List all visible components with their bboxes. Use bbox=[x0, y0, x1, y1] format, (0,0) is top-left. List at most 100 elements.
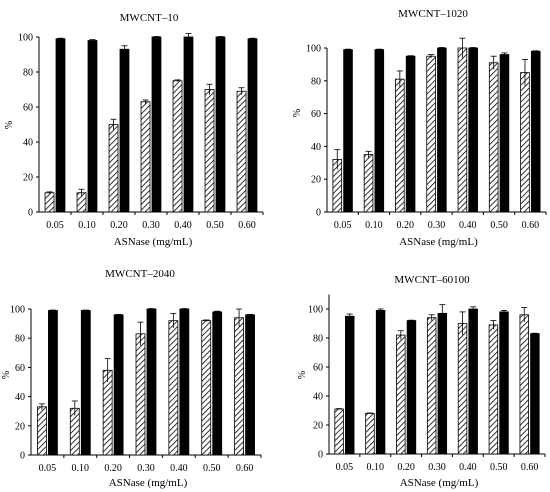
bar-solid bbox=[343, 49, 353, 213]
y-tick-label: 40 bbox=[15, 392, 25, 403]
bar-solid bbox=[247, 38, 258, 213]
x-tick-label: 0.30 bbox=[137, 463, 155, 474]
x-tick-label: 0.40 bbox=[170, 463, 188, 474]
bar-hatched bbox=[44, 192, 55, 213]
chart-panel: MWCNT–1020% ASNase (mg/mL) 0 20 40 60 80 100 0.0… bbox=[292, 8, 547, 248]
bar-hatched bbox=[201, 320, 212, 456]
x-tick-label: 0.20 bbox=[396, 220, 414, 231]
y-tick-label: 80 bbox=[15, 334, 25, 345]
bar-hatched bbox=[488, 324, 499, 455]
x-tick-label: 0.30 bbox=[142, 220, 160, 231]
bar-solid bbox=[499, 54, 510, 213]
x-tick-label: 0.60 bbox=[522, 220, 540, 231]
bar-solid bbox=[113, 314, 124, 456]
x-tick-label: 0.20 bbox=[110, 220, 128, 231]
y-tick-label: 0 bbox=[316, 208, 321, 219]
bar-solid bbox=[468, 47, 478, 213]
x-axis-label: ASNase (mg/mL) bbox=[400, 477, 479, 489]
y-tick-label: 0 bbox=[28, 208, 33, 219]
y-tick-label: 60 bbox=[311, 109, 321, 120]
bar-solid bbox=[245, 314, 255, 456]
y-tick-label: 60 bbox=[23, 103, 33, 114]
chart-title: MWCNT–60100 bbox=[394, 274, 470, 286]
bar-hatched bbox=[168, 320, 179, 456]
y-tick-label: 40 bbox=[311, 142, 321, 153]
bar-hatched bbox=[140, 101, 151, 213]
bar-hatched bbox=[334, 408, 344, 455]
x-tick-label: 0.50 bbox=[490, 462, 508, 473]
x-axis-label: ASNase (mg/mL) bbox=[109, 477, 188, 489]
chart-panel: MWCNT–10% ASNase (mg/mL) 0 20 40 60 80 100 0.05 0… bbox=[4, 12, 264, 248]
x-tick-label: 0.05 bbox=[336, 462, 354, 473]
y-tick-label: 60 bbox=[313, 363, 323, 374]
y-tick-label: 20 bbox=[311, 175, 321, 186]
x-tick-label: 0.60 bbox=[238, 220, 256, 231]
bar-hatched bbox=[426, 317, 437, 455]
x-tick-label: 0.10 bbox=[72, 463, 90, 474]
bar-solid bbox=[87, 40, 98, 213]
bar-solid bbox=[179, 308, 190, 456]
x-tick-label: 0.50 bbox=[203, 463, 221, 474]
x-tick-label: 0.05 bbox=[46, 220, 64, 231]
y-tick-label: 20 bbox=[23, 173, 33, 184]
x-tick-label: 0.60 bbox=[521, 462, 539, 473]
x-tick-label: 0.50 bbox=[490, 220, 508, 231]
bar-hatched bbox=[204, 89, 215, 213]
bar-solid bbox=[499, 311, 509, 455]
bar-hatched bbox=[108, 124, 119, 213]
y-axis-label: % bbox=[292, 109, 303, 117]
x-tick-label: 0.40 bbox=[459, 462, 477, 473]
x-tick-label: 0.10 bbox=[367, 462, 385, 473]
bar-solid bbox=[345, 315, 355, 455]
x-tick-label: 0.05 bbox=[334, 220, 352, 231]
y-tick-label: 80 bbox=[313, 334, 323, 345]
bar-hatched bbox=[457, 47, 468, 213]
bar-solid bbox=[375, 310, 386, 455]
x-tick-label: 0.40 bbox=[459, 220, 477, 231]
y-axis-label: % bbox=[1, 371, 12, 379]
bar-hatched bbox=[236, 90, 247, 213]
x-tick-label: 0.05 bbox=[39, 463, 57, 474]
bar-solid bbox=[80, 310, 91, 456]
y-axis-label: % bbox=[297, 371, 308, 379]
bar-hatched bbox=[426, 55, 436, 213]
chart-title: MWCNT–10 bbox=[120, 12, 179, 24]
bar-solid bbox=[406, 320, 417, 455]
bar-solid bbox=[183, 36, 194, 213]
y-tick-label: 20 bbox=[313, 421, 323, 432]
y-tick-label: 0 bbox=[318, 450, 323, 461]
bar-solid bbox=[212, 311, 223, 456]
y-tick-label: 80 bbox=[311, 76, 321, 87]
y-tick-label: 80 bbox=[23, 68, 33, 79]
bar-solid bbox=[151, 36, 162, 213]
x-axis-label: ASNase (mg/mL) bbox=[399, 236, 478, 248]
y-tick-label: 40 bbox=[23, 138, 33, 149]
bar-hatched bbox=[135, 333, 146, 456]
x-tick-label: 0.50 bbox=[206, 220, 224, 231]
bar-solid bbox=[146, 308, 157, 456]
y-tick-label: 100 bbox=[306, 44, 321, 55]
y-tick-label: 100 bbox=[308, 305, 323, 316]
chart-title: MWCNT–2040 bbox=[105, 268, 175, 280]
x-tick-label: 0.30 bbox=[428, 462, 446, 473]
y-tick-label: 60 bbox=[15, 363, 25, 374]
x-tick-label: 0.30 bbox=[428, 220, 446, 231]
bar-solid bbox=[119, 48, 130, 213]
x-tick-label: 0.60 bbox=[236, 463, 254, 474]
bar-hatched bbox=[396, 334, 406, 455]
y-tick-label: 0 bbox=[20, 451, 25, 462]
bar-hatched bbox=[102, 369, 113, 456]
bar-hatched bbox=[488, 62, 499, 213]
y-tick-label: 20 bbox=[15, 421, 25, 432]
x-axis-label: ASNase (mg/mL) bbox=[114, 236, 193, 248]
bar-hatched bbox=[363, 154, 374, 213]
y-tick-label: 100 bbox=[10, 305, 25, 316]
bar-solid bbox=[405, 55, 416, 213]
x-tick-label: 0.20 bbox=[104, 463, 122, 474]
chart-title: MWCNT–1020 bbox=[398, 8, 468, 20]
bar-solid bbox=[530, 333, 540, 455]
bar-hatched bbox=[234, 317, 244, 456]
y-axis-label: % bbox=[4, 121, 15, 129]
x-tick-label: 0.10 bbox=[365, 220, 383, 231]
